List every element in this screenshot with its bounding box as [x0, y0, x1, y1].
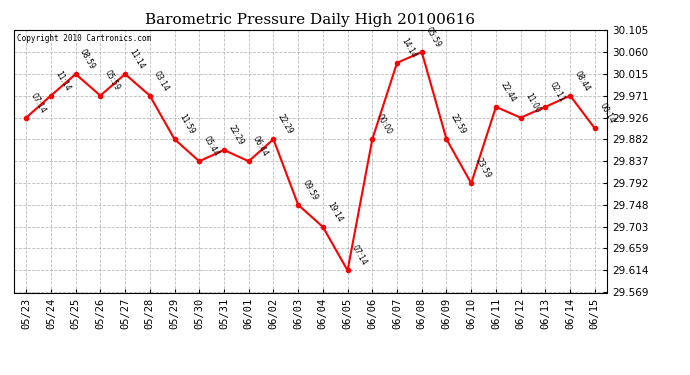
- Text: 22:44: 22:44: [498, 80, 517, 104]
- Text: 14:14: 14:14: [400, 36, 418, 60]
- Text: 06:44: 06:44: [251, 135, 270, 158]
- Text: 11:14: 11:14: [128, 48, 146, 71]
- Text: 22:29: 22:29: [226, 124, 245, 147]
- Text: 05:59: 05:59: [424, 26, 443, 49]
- Text: 07:14: 07:14: [350, 244, 368, 267]
- Text: 00:14: 00:14: [598, 102, 616, 125]
- Title: Barometric Pressure Daily High 20100616: Barometric Pressure Daily High 20100616: [146, 13, 475, 27]
- Text: 05:59: 05:59: [103, 69, 121, 93]
- Text: 11:00: 11:00: [523, 91, 542, 114]
- Text: 05:44: 05:44: [201, 135, 221, 158]
- Text: 09:59: 09:59: [301, 178, 319, 202]
- Text: 22:29: 22:29: [276, 113, 295, 136]
- Text: 03:14: 03:14: [152, 69, 171, 93]
- Text: 02:11: 02:11: [548, 81, 566, 104]
- Text: 11:59: 11:59: [177, 113, 196, 136]
- Text: 22:59: 22:59: [449, 113, 468, 136]
- Text: 08:59: 08:59: [78, 48, 97, 71]
- Text: 08:44: 08:44: [573, 69, 591, 93]
- Text: 23:59: 23:59: [474, 157, 493, 180]
- Text: Copyright 2010 Cartronics.com: Copyright 2010 Cartronics.com: [17, 34, 151, 43]
- Text: 00:00: 00:00: [375, 112, 393, 136]
- Text: 19:14: 19:14: [326, 200, 344, 224]
- Text: 07:14: 07:14: [29, 91, 48, 114]
- Text: 11:14: 11:14: [53, 69, 72, 93]
